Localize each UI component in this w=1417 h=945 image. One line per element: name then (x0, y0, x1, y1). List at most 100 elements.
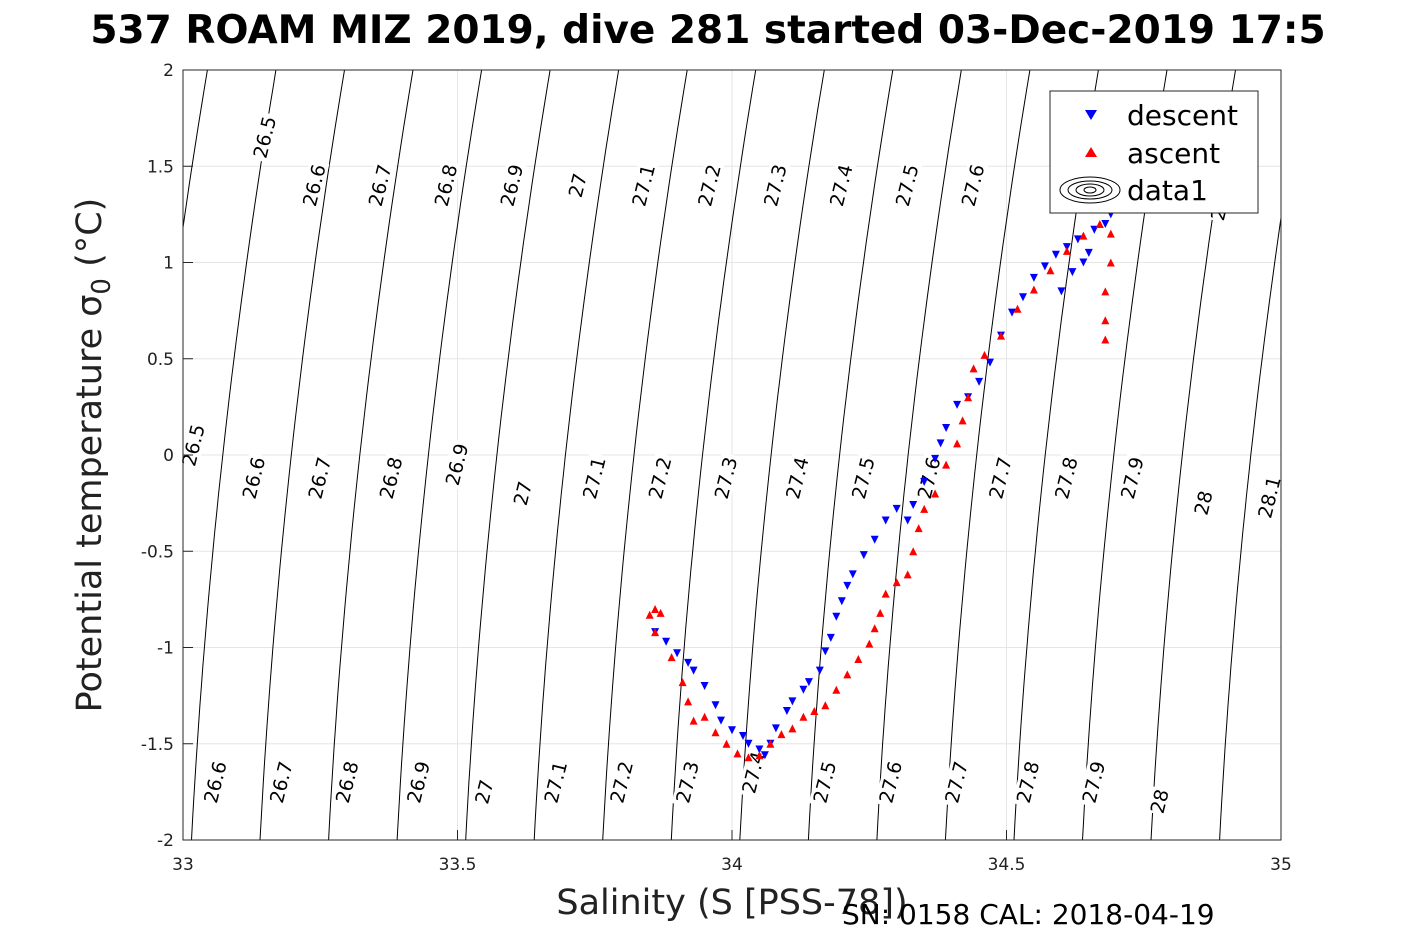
ascent-point (1095, 220, 1104, 228)
descent-point (728, 726, 736, 735)
y-tick-label: -1 (157, 639, 174, 659)
descent-point (1079, 258, 1088, 267)
density-contours (183, 70, 1281, 840)
ascent-point (876, 608, 885, 617)
ascent-point (689, 716, 698, 725)
descent-point (815, 666, 824, 675)
ascent-point (881, 589, 890, 598)
ascent-point (821, 701, 830, 710)
ascent-point (931, 489, 940, 498)
y-tick-label: -0.5 (141, 542, 174, 562)
legend-data1-label: data1 (1127, 174, 1208, 207)
isopycnal-26.8 (328, 70, 414, 840)
ascent-point (854, 655, 863, 663)
y-axis-label-main: Potential temperature σ (70, 295, 110, 713)
ascent-point (733, 749, 742, 758)
isopycnal-27.4 (739, 70, 825, 840)
descent-point (892, 504, 901, 513)
descent-point (826, 633, 835, 642)
descent-point (662, 637, 671, 646)
descent-point (848, 570, 857, 579)
descent-point (782, 707, 791, 715)
ascent-point (964, 393, 973, 402)
contour-label: 26.8 (375, 452, 407, 504)
y-axis-label: Potential temperature σ0 (°C) (70, 198, 117, 713)
descent-series (651, 210, 1115, 760)
ascent-point (958, 416, 967, 425)
descent-point (920, 478, 929, 486)
x-tick-label: 33.5 (439, 855, 477, 875)
ascent-point (667, 653, 676, 662)
x-tick-label: 35 (1270, 855, 1292, 875)
descent-point (700, 682, 709, 690)
ascent-point (914, 524, 923, 533)
ascent-point (969, 364, 978, 373)
ascent-point (1079, 231, 1088, 240)
x-tick-label: 34 (721, 855, 743, 875)
descent-point (859, 551, 868, 560)
ascent-point (684, 697, 693, 706)
chart-title: 537 ROAM MIZ 2019, dive 281 started 03-D… (90, 8, 1326, 53)
descent-point (881, 516, 890, 525)
descent-point (1040, 262, 1049, 271)
legend: descent ascent data1 (1049, 90, 1259, 214)
isopycnal-27.3 (670, 70, 757, 840)
ascent-point (678, 678, 687, 687)
descent-point (788, 697, 797, 706)
ascent-point (755, 751, 764, 760)
ascent-point (942, 460, 951, 469)
legend-ascent-label: ascent (1127, 137, 1220, 170)
y-axis: -2 -1.5 -1 -0.5 0 0.5 1 1.5 2 (141, 61, 193, 851)
descent-point (689, 666, 698, 675)
y-tick-label: 1.5 (147, 157, 174, 177)
descent-point (870, 535, 879, 544)
ascent-point (920, 504, 929, 513)
descent-point (760, 751, 769, 760)
isopycnal-26.6 (191, 70, 277, 840)
ascent-point (870, 624, 879, 633)
legend-data1-marker (1059, 176, 1121, 204)
ascent-point (788, 724, 797, 733)
ascent-point (645, 610, 654, 619)
ascent-point (1013, 304, 1022, 313)
ascent-point (1101, 335, 1110, 344)
x-axis-label: Salinity (S [PSS-78]) (556, 883, 907, 923)
descent-point (953, 400, 962, 409)
descent-point (739, 732, 747, 740)
descent-point (1057, 287, 1066, 296)
ascent-point (903, 570, 912, 579)
ascent-point (865, 639, 874, 648)
x-tick-label: 34.5 (988, 855, 1026, 875)
descent-point (1068, 268, 1077, 277)
x-tick-label: 33 (172, 855, 194, 875)
descent-point (936, 439, 945, 448)
descent-point (942, 424, 951, 432)
descent-point (1019, 293, 1027, 302)
ascent-point (1062, 246, 1071, 255)
isopycnal-26.7 (259, 70, 345, 840)
isopycnal-27.7 (944, 70, 1031, 840)
y-tick-label: -1.5 (141, 735, 174, 755)
y-tick-label: 2 (163, 61, 174, 81)
ascent-point (832, 685, 841, 694)
descent-point (821, 647, 830, 656)
ascent-point (843, 670, 852, 679)
ascent-series (645, 220, 1115, 762)
ascent-point (892, 578, 901, 587)
ascent-point (1029, 285, 1038, 294)
descent-point (931, 454, 940, 463)
x-axis: 33 33.5 34 34.5 35 (172, 830, 1292, 875)
ascent-point (997, 331, 1005, 340)
isopycnal-27.1 (533, 70, 620, 840)
ascent-point (700, 712, 709, 721)
ascent-point (953, 439, 962, 448)
contour-label: 27.6 (874, 756, 907, 808)
descent-point (1084, 248, 1093, 257)
descent-point (832, 612, 841, 621)
descent-point (843, 581, 852, 590)
descent-point (975, 377, 984, 386)
isopycnal-27.6 (876, 70, 962, 840)
isopycnal-26.5 (183, 70, 208, 232)
calibration-footer: SN: 0158 CAL: 2018-04-19 (842, 898, 1215, 931)
